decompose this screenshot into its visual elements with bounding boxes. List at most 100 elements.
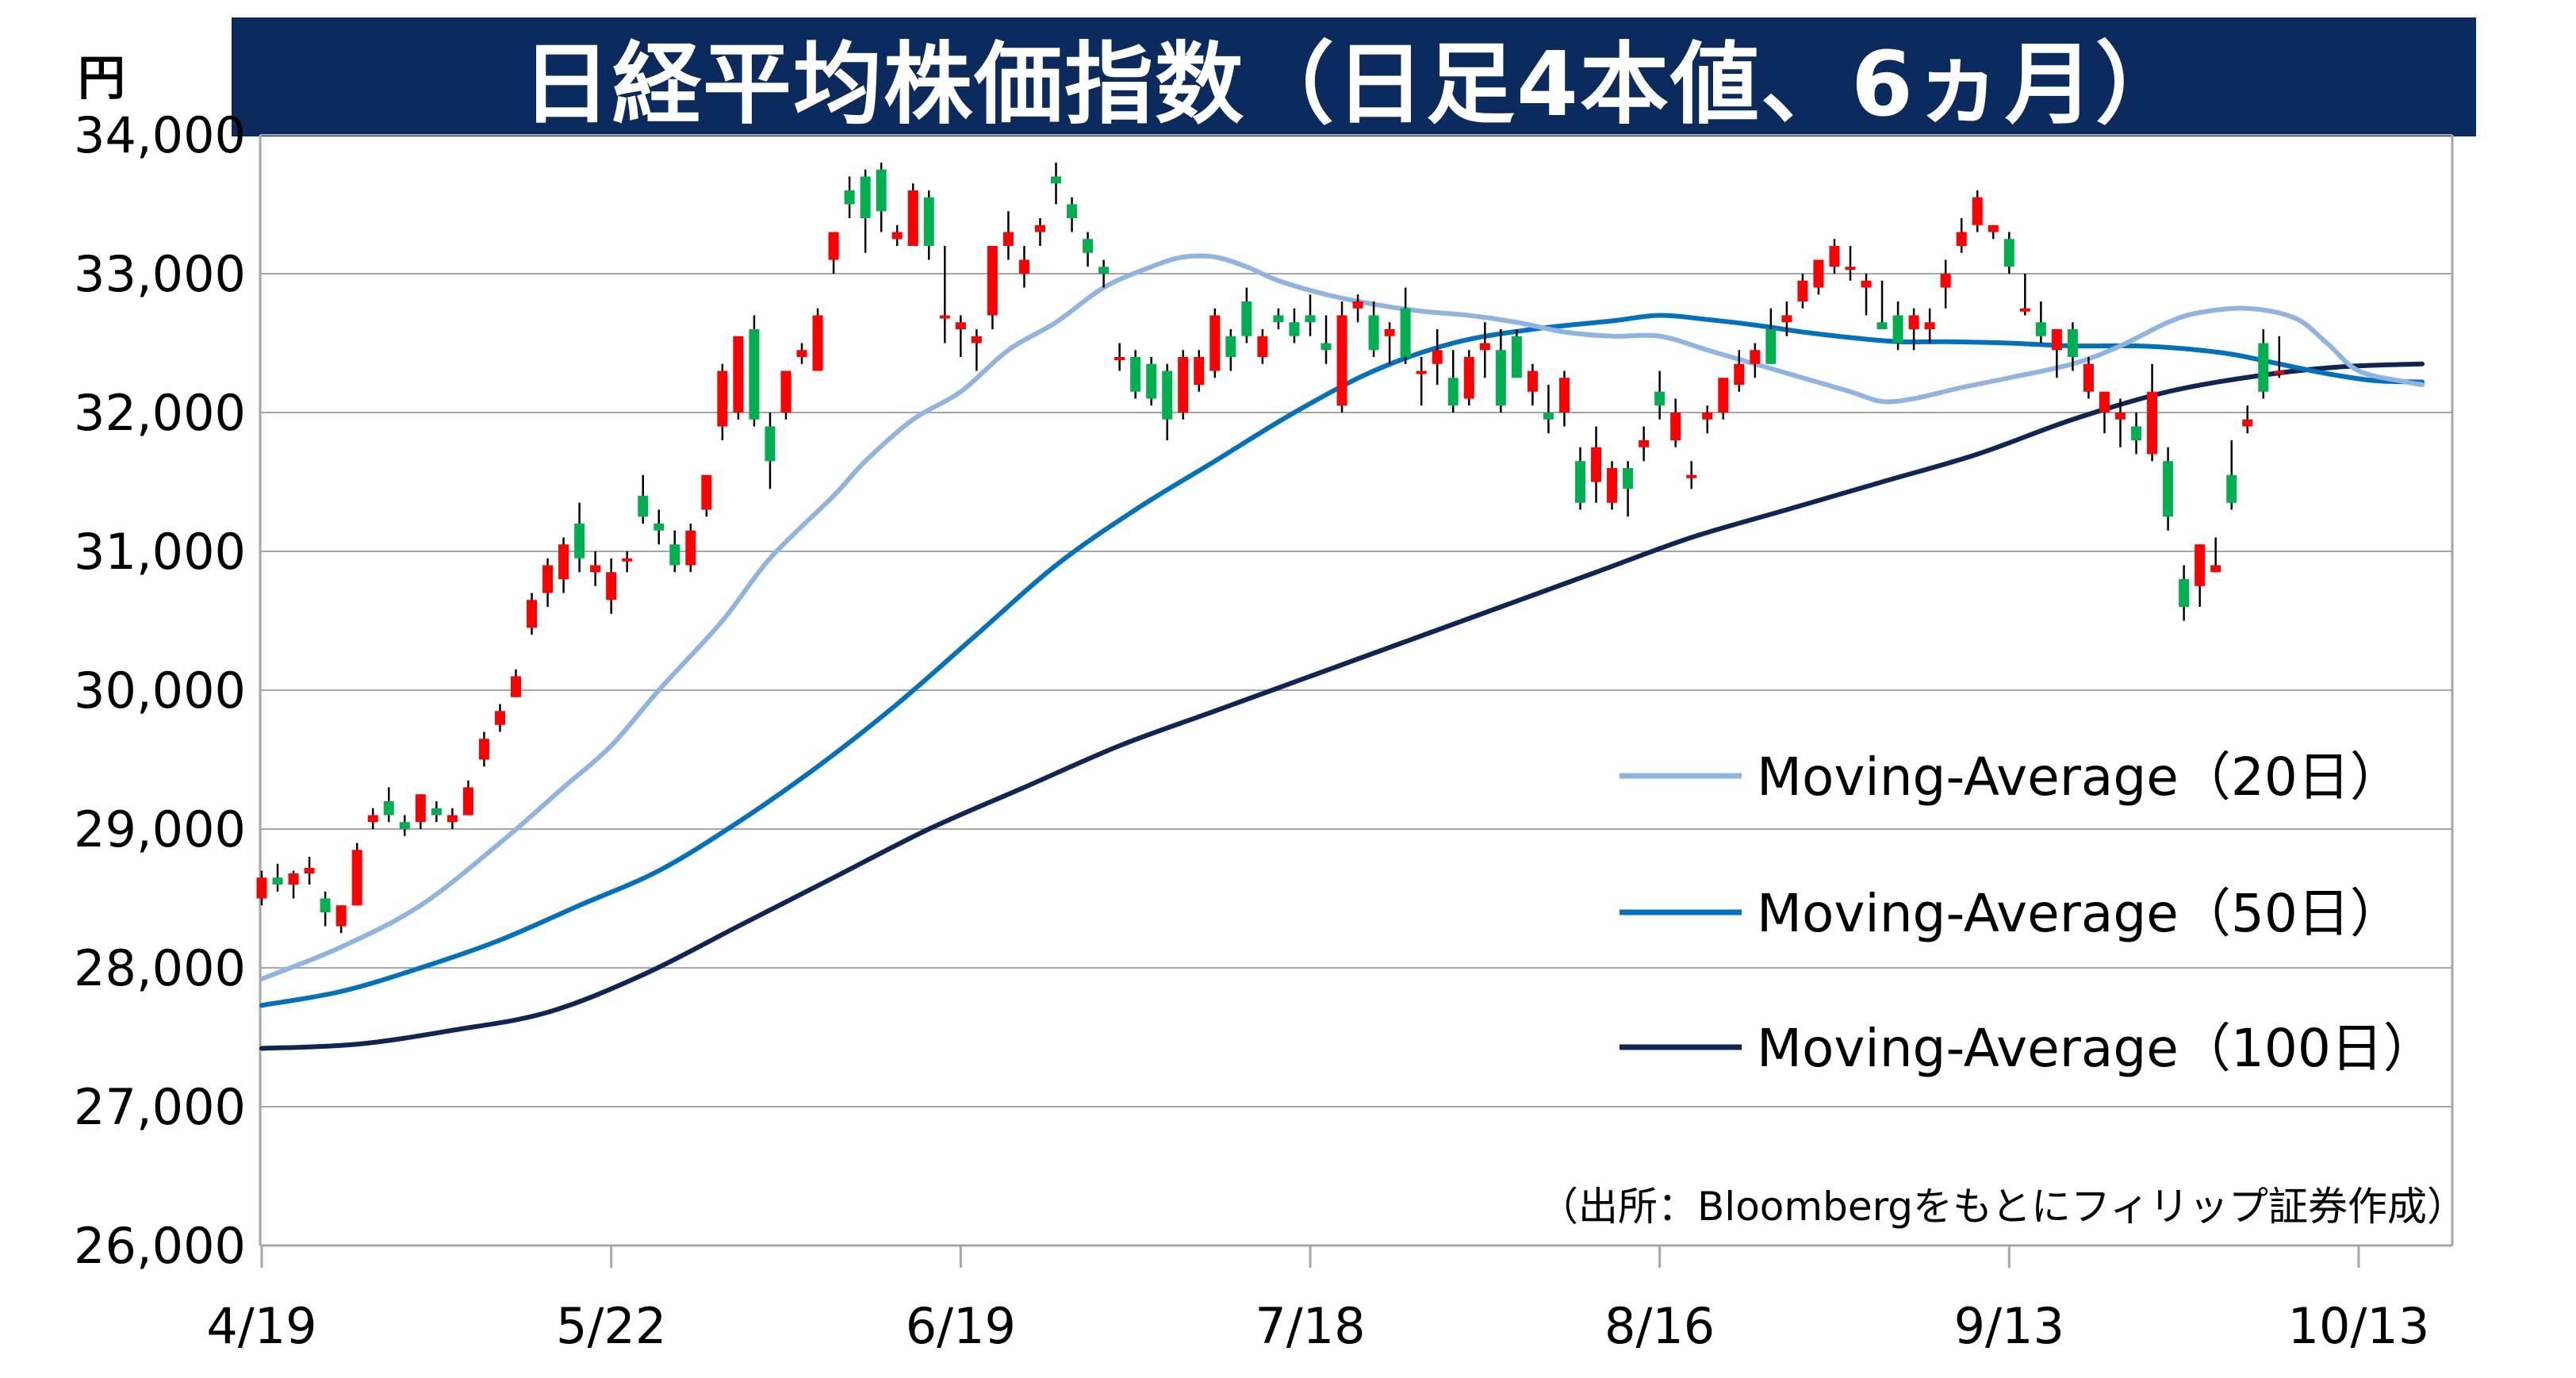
candle-up bbox=[2195, 544, 2206, 607]
candle-up bbox=[1781, 301, 1792, 336]
candle-body bbox=[288, 873, 299, 885]
candle-body bbox=[542, 565, 554, 593]
candle-down bbox=[383, 787, 394, 823]
candle-body bbox=[1829, 246, 1840, 267]
candle-body bbox=[367, 815, 378, 823]
candle-down bbox=[765, 413, 776, 489]
candle-up bbox=[1178, 350, 1189, 420]
candle-down bbox=[1368, 301, 1379, 357]
candle-up bbox=[304, 857, 315, 885]
x-tick-label: 9/13 bbox=[1954, 1297, 2064, 1355]
candle-down bbox=[1083, 232, 1094, 267]
candle-body bbox=[351, 850, 362, 906]
candle-body bbox=[2099, 391, 2110, 413]
candle-up bbox=[1002, 211, 1014, 260]
candle-body bbox=[1956, 232, 1967, 246]
candle-body bbox=[812, 315, 823, 371]
candle-down bbox=[2067, 322, 2078, 371]
candle-up bbox=[590, 551, 601, 586]
candle-up bbox=[1034, 218, 1045, 246]
candle-body bbox=[2242, 419, 2253, 427]
candle-body bbox=[1574, 461, 1585, 503]
candle-body bbox=[1527, 370, 1538, 392]
candle-up bbox=[1463, 350, 1474, 406]
candle-body bbox=[1400, 308, 1411, 357]
candle-body bbox=[1130, 357, 1141, 392]
candle-up bbox=[733, 336, 744, 420]
candle-down bbox=[1574, 447, 1585, 510]
candle-up bbox=[367, 808, 378, 829]
candle-body bbox=[304, 868, 315, 873]
candle-body bbox=[1765, 329, 1777, 364]
candle-body bbox=[844, 190, 855, 205]
candle-body bbox=[828, 232, 839, 260]
candle-up bbox=[685, 524, 696, 573]
candle-body bbox=[923, 197, 934, 246]
candle-down bbox=[2226, 440, 2237, 510]
candle-up bbox=[1956, 218, 1967, 253]
candle-body bbox=[1543, 413, 1554, 420]
candle-body bbox=[1940, 274, 1951, 288]
candle-body bbox=[939, 315, 950, 319]
candle-body bbox=[1892, 315, 1903, 344]
candle-down bbox=[2003, 232, 2014, 274]
candle-down bbox=[1321, 315, 1332, 364]
candle-down bbox=[654, 509, 665, 545]
candle-up bbox=[415, 794, 426, 829]
candle-up bbox=[1750, 343, 1761, 378]
candle-body bbox=[685, 530, 696, 566]
candle-body bbox=[2210, 565, 2221, 573]
candle-up bbox=[1734, 350, 1745, 392]
y-tick-label: 32,000 bbox=[74, 384, 246, 442]
candle-body bbox=[1845, 267, 1856, 271]
candle-up bbox=[1797, 274, 1808, 309]
candle-up bbox=[1527, 363, 1538, 406]
candle-down bbox=[1225, 329, 1236, 371]
candle-down bbox=[574, 502, 585, 573]
y-tick-label: 33,000 bbox=[74, 245, 246, 303]
candle-up bbox=[1209, 308, 1221, 378]
candle-up bbox=[1845, 246, 1856, 281]
candle-body bbox=[1686, 474, 1697, 478]
y-unit-label: 円 bbox=[78, 51, 125, 106]
candle-body bbox=[1591, 447, 1602, 482]
candle-up bbox=[351, 843, 362, 906]
candle-body bbox=[654, 524, 665, 531]
candle-up bbox=[558, 537, 569, 593]
chart-title: 日経平均株価指数（日足4本値、6ヵ月） bbox=[522, 33, 2186, 136]
candle-body bbox=[1305, 315, 1316, 323]
y-tick-label: 28,000 bbox=[74, 939, 246, 997]
candle-body bbox=[431, 808, 442, 816]
candle-body bbox=[907, 190, 918, 246]
candle-up bbox=[1352, 294, 1363, 323]
candle-body bbox=[1241, 301, 1252, 336]
x-tick-label: 10/13 bbox=[2288, 1297, 2430, 1355]
candle-up bbox=[1432, 329, 1443, 385]
candle-up bbox=[1686, 461, 1697, 489]
candle-body bbox=[1194, 357, 1205, 385]
candle-up bbox=[622, 551, 633, 573]
candle-body bbox=[1273, 315, 1284, 323]
candle-body bbox=[1051, 176, 1061, 184]
candle-body bbox=[1558, 378, 1570, 413]
candle-body bbox=[955, 322, 966, 329]
candle-body bbox=[749, 329, 760, 420]
candle-down bbox=[876, 163, 887, 232]
candle-up bbox=[2051, 329, 2062, 378]
candle-body bbox=[1352, 301, 1363, 309]
candle-up bbox=[939, 246, 950, 344]
candle-body bbox=[1607, 468, 1618, 503]
candle-body bbox=[1432, 350, 1443, 364]
candle-body bbox=[876, 169, 887, 212]
candle-up bbox=[1813, 259, 1824, 295]
candle-body bbox=[256, 877, 267, 899]
candle-body bbox=[1098, 267, 1110, 274]
candle-up bbox=[542, 558, 554, 607]
candle-body bbox=[1750, 350, 1761, 364]
candle-body bbox=[971, 336, 982, 344]
candle-down bbox=[2258, 329, 2269, 399]
candle-down bbox=[844, 176, 855, 218]
candle-up bbox=[1384, 322, 1395, 364]
candle-up bbox=[987, 246, 998, 329]
